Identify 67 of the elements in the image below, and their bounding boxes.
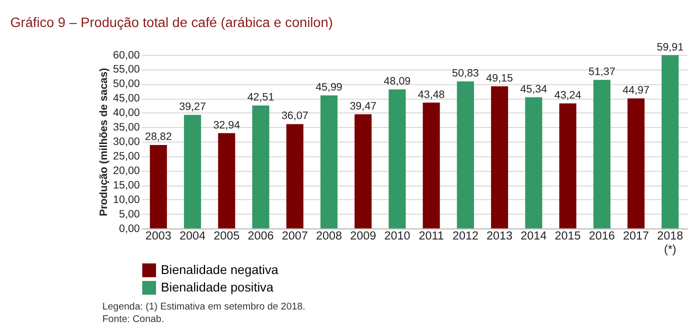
x-tick-label: 2004 [180,230,206,243]
y-tick-label: 55,00 [113,64,140,76]
data-label: 42,51 [247,92,274,104]
bar [559,103,576,228]
data-label: 43,48 [418,88,445,101]
data-label: 36,07 [281,110,308,122]
data-label: 48,09 [384,75,411,88]
y-tick-label: 40,00 [113,107,140,120]
data-label: 50,83 [452,68,479,80]
data-label: 32,94 [213,119,240,132]
x-tick-label: 2014 [520,230,548,243]
x-tick-label: 2005 [214,230,240,243]
bar [184,114,202,228]
data-label: 45,34 [520,83,548,96]
data-label: 49,15 [486,72,514,84]
data-label: 39,47 [350,100,377,112]
bar [286,124,304,228]
x-tick-label: 2012 [452,230,478,243]
y-tick-label: 15,00 [113,179,140,192]
legend-label: Bienalidade positiva [160,280,274,295]
data-label: 44,97 [622,84,650,96]
y-tick-label: 45,00 [113,92,140,105]
bar [388,89,406,228]
chart-title: Gráfico 9 – Produção total de café (arábica e conilon) [10,14,333,30]
bar [320,95,338,228]
x-tick-label: 2003 [145,230,172,243]
x-tick-label: 2015 [554,230,582,243]
data-label: 39,27 [179,100,206,113]
y-tick-label: 30,00 [113,136,140,148]
y-tick-label: 25,00 [113,150,140,162]
bar [525,97,542,228]
y-tick-label: 50,00 [113,78,140,90]
data-label: 45,99 [316,82,342,94]
x-tick-label: 2006 [248,230,274,243]
text: Legenda: (1) Estimativa em setembro de 2018. [102,301,306,312]
bar [491,86,508,228]
y-tick-label: 10,00 [113,194,140,206]
bar [456,81,474,228]
x-tick-label: 2018 (*) [657,230,684,256]
data-label: 28,82 [144,131,172,144]
bar [252,105,270,228]
data-label: 51,37 [588,66,616,78]
data-label: 43,24 [554,89,582,102]
x-tick-label: 2016 [588,230,615,243]
bar [422,102,440,228]
y-tick-label: 0,00 [119,222,140,235]
x-tick-label: 2009 [350,230,376,243]
legend-label: Bienalidade negativa [160,263,280,278]
y-tick-label: 35,00 [113,122,140,134]
source-note: Fonte: Conab. [102,314,164,325]
x-tick-label: 2010 [384,230,411,243]
y-tick-label: 60,00 [113,49,140,62]
bar [354,114,372,228]
x-tick-label: 2011 [418,230,444,243]
y-tick-label: 20,00 [113,164,140,177]
x-tick-label: 2007 [282,230,308,243]
x-tick-label: 2008 [316,230,342,243]
bar [628,98,645,228]
bar [150,145,167,228]
x-tick-label: 2017 [623,230,650,243]
y-tick-label: 5,00 [119,208,140,220]
data-label: 59,91 [656,41,684,54]
x-tick-label: 2013 [486,230,513,243]
bar [593,80,610,228]
bar [662,55,679,228]
bar [218,133,236,228]
y-axis-title: Produção (milhões de sacas) [98,68,110,216]
